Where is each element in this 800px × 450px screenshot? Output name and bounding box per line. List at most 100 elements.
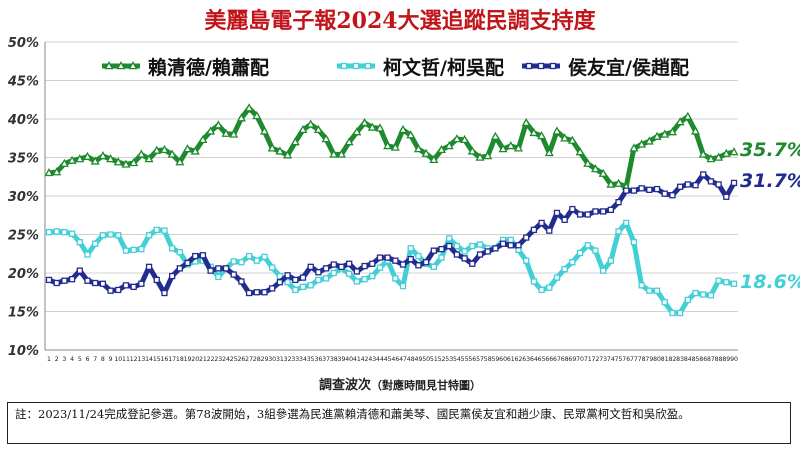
legend-swatch-ko	[337, 62, 375, 70]
data-point-hou	[723, 193, 730, 200]
data-point-ko	[707, 292, 715, 299]
data-point-hou	[168, 272, 176, 280]
x-tick-label: 17	[168, 356, 176, 363]
data-point-hou	[45, 276, 53, 284]
x-tick-label: 23	[214, 356, 222, 363]
data-point-hou	[730, 179, 738, 187]
data-point-lai	[313, 124, 323, 134]
data-point-lai	[383, 140, 393, 150]
data-point-lai	[229, 129, 239, 138]
data-point-lai	[675, 117, 685, 126]
data-point-ko	[523, 257, 530, 264]
data-point-hou	[676, 183, 684, 190]
data-point-ko	[330, 269, 337, 277]
data-point-hou	[130, 283, 137, 291]
data-point-hou	[269, 285, 276, 292]
x-tick-label: 90	[730, 356, 738, 363]
data-point-ko	[353, 278, 361, 285]
x-tick-label: 32	[284, 356, 292, 363]
footnote: 註：2023/11/24完成登記參選。第78波開始，3組參選為民進黨賴清德和蕭美…	[7, 402, 791, 444]
x-tick-label: 56	[468, 356, 476, 363]
data-point-hou	[461, 255, 468, 262]
x-tick-label: 59	[491, 356, 499, 363]
data-point-hou	[399, 261, 407, 268]
y-tick-label: 50%	[8, 36, 39, 51]
y-tick-label: 15%	[8, 306, 39, 321]
data-point-ko	[168, 245, 176, 252]
x-tick-label: 72	[592, 356, 600, 363]
data-point-ko	[145, 232, 153, 239]
data-point-hou	[338, 263, 345, 270]
data-point-ko	[661, 299, 668, 306]
data-point-lai	[90, 156, 100, 165]
data-point-lai	[352, 127, 362, 136]
data-point-lai	[490, 131, 500, 140]
series-ko	[45, 219, 738, 317]
data-point-ko	[630, 239, 638, 246]
data-point-ko	[153, 226, 160, 234]
series-hou	[45, 171, 738, 297]
data-point-ko	[138, 245, 145, 253]
data-point-lai	[413, 144, 423, 153]
y-tick-label: 20%	[8, 267, 39, 282]
x-axis-subtitle: （對應時間見甘特圖）	[371, 379, 481, 392]
data-point-lai	[167, 149, 177, 158]
data-point-hou	[715, 181, 722, 188]
data-point-hou	[361, 262, 368, 270]
data-point-ko	[407, 245, 414, 252]
x-tick-label: 55	[461, 356, 469, 363]
data-point-lai	[67, 155, 77, 164]
data-point-lai	[121, 159, 131, 168]
x-tick-label: 27	[245, 356, 253, 363]
legend-label-hou: 侯友宜/侯趙配	[568, 56, 689, 79]
legend-item-hou: 侯友宜/侯趙配	[520, 53, 689, 79]
data-point-ko	[130, 246, 137, 254]
x-tick-label: 58	[484, 356, 492, 363]
data-point-lai	[329, 149, 339, 158]
x-tick-label: 34	[299, 356, 307, 363]
data-point-ko	[676, 309, 684, 317]
data-point-ko	[723, 279, 730, 286]
x-axis-title: 調查波次	[318, 378, 371, 393]
x-tick-label: 85	[692, 356, 700, 363]
data-point-hou	[623, 187, 630, 194]
data-point-hou	[646, 186, 653, 193]
data-point-ko	[122, 247, 130, 254]
x-tick-label: 40	[345, 356, 353, 363]
data-point-lai	[360, 117, 370, 127]
x-tick-label: 43	[368, 356, 376, 363]
data-point-ko	[569, 259, 576, 266]
data-point-ko	[361, 276, 368, 283]
data-point-hou	[253, 289, 260, 296]
x-tick-label: 64	[530, 356, 538, 363]
x-tick-label: 49	[415, 356, 423, 363]
data-point-ko	[530, 278, 538, 285]
data-point-ko	[346, 270, 353, 277]
data-point-ko	[592, 247, 599, 254]
data-point-lai	[213, 120, 223, 129]
data-point-hou	[538, 219, 545, 227]
data-point-hou	[369, 260, 376, 267]
x-tick-label: 25	[230, 356, 238, 363]
x-tick-label: 8	[101, 356, 105, 363]
data-point-lai	[498, 144, 508, 153]
data-point-hou	[99, 280, 107, 287]
data-point-lai	[590, 164, 600, 173]
x-tick-label: 22	[207, 356, 215, 363]
x-tick-label: 6	[86, 356, 90, 363]
data-point-ko	[553, 274, 561, 281]
data-point-ko	[176, 249, 183, 256]
x-tick-label: 65	[538, 356, 546, 363]
data-point-ko	[276, 272, 284, 280]
data-point-hou	[230, 271, 237, 278]
x-tick-label: 1	[47, 356, 51, 363]
data-point-hou	[292, 276, 299, 284]
data-point-ko	[238, 259, 245, 266]
data-point-hou	[61, 277, 68, 284]
x-tick-label: 54	[453, 356, 461, 363]
data-point-hou	[661, 190, 668, 197]
data-point-ko	[730, 280, 738, 287]
data-point-hou	[92, 279, 99, 287]
data-point-lai	[652, 131, 662, 140]
